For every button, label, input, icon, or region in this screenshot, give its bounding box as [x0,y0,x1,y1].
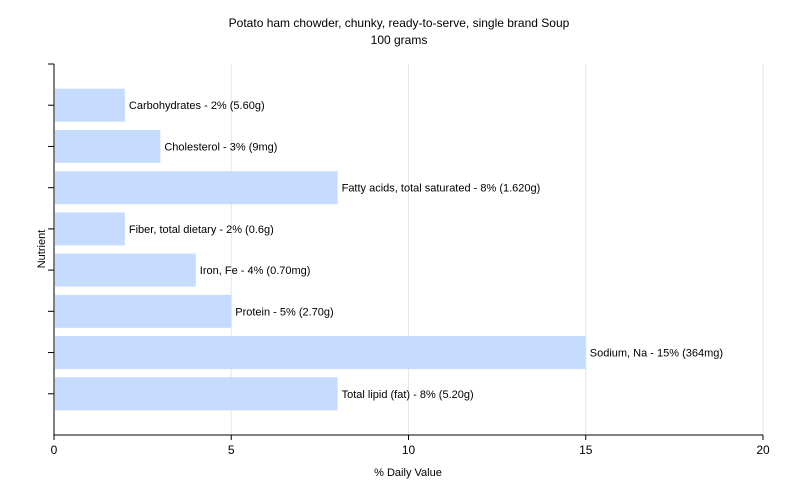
bar [55,129,161,163]
bar-label: Iron, Fe - 4% (0.70mg) [200,265,311,277]
bar [55,377,338,411]
bar [55,212,125,246]
chart-title: Potato ham chowder, chunky, ready-to-ser… [229,16,570,30]
gridlines [230,64,764,435]
x-tick-label: 20 [756,443,770,457]
x-tick-label: 10 [402,443,416,457]
bar-labels: Carbohydrates - 2% (5.60g) Cholesterol - … [129,100,723,401]
bar-label: Total lipid (fat) - 8% (5.20g) [342,389,474,401]
bar [55,171,338,205]
bar-label: Fatty acids, total saturated - 8% (1.620… [342,183,541,195]
y-ticks [48,63,54,395]
bar-label: Cholesterol - 3% (9mg) [164,141,277,153]
bar-label: Sodium, Na - 15% (364mg) [590,348,723,360]
x-tick-label: 5 [228,443,235,457]
bar-label: Protein - 5% (2.70g) [235,306,333,318]
x-ticks: 0 5 10 15 20 [51,435,770,457]
bar [55,294,232,328]
chart-subtitle: 100 grams [371,33,428,47]
bar [55,336,586,370]
bar-label: Fiber, total dietary - 2% (0.6g) [129,224,274,236]
y-axis-title: Nutrient [36,230,48,269]
bar [55,88,125,122]
x-tick-label: 0 [51,443,58,457]
x-tick-label: 15 [579,443,593,457]
bars [55,88,586,411]
bar-label: Carbohydrates - 2% (5.60g) [129,100,265,112]
bar [55,253,196,287]
x-axis-title: % Daily Value [374,467,442,479]
